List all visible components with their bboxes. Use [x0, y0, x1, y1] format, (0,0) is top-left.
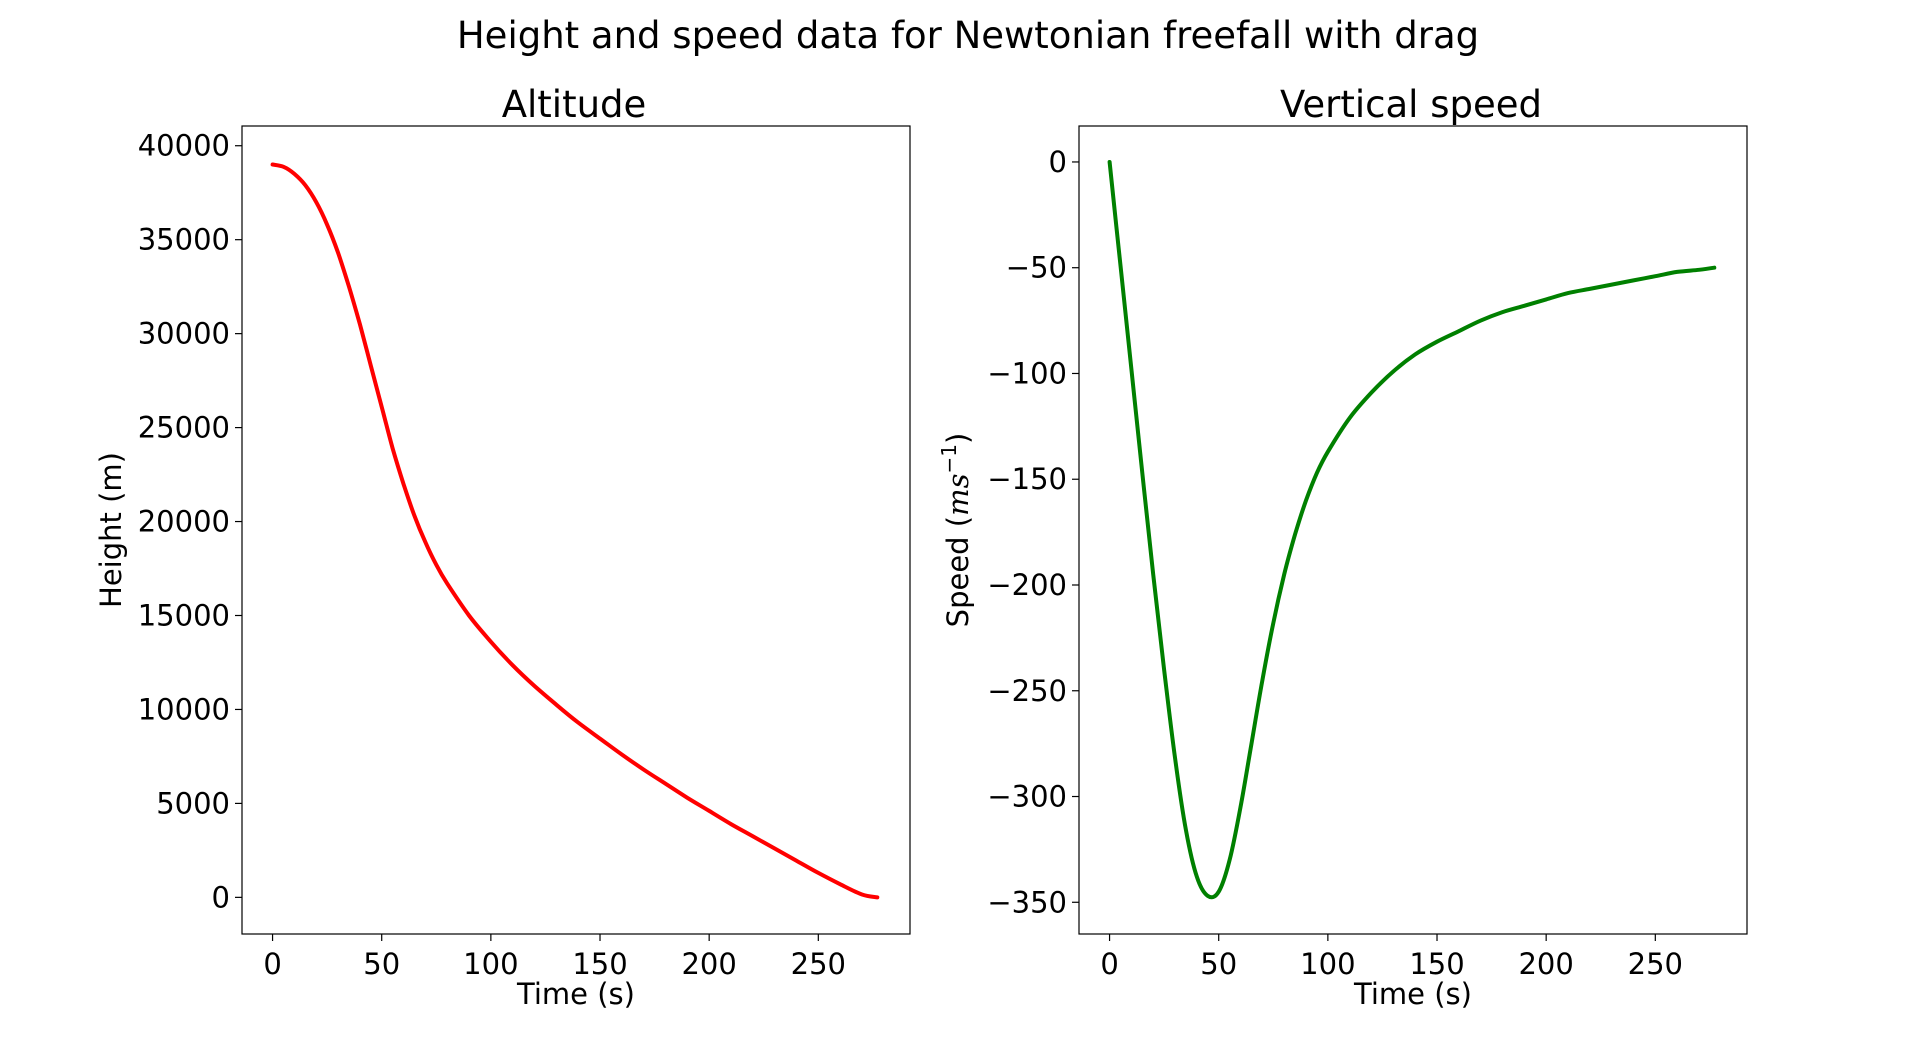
altitude-x-tick-label: 0 [263, 947, 281, 981]
vertical-speed-x-tick-label: 200 [1518, 947, 1573, 981]
altitude-y-axis-label: Height (m) [94, 452, 128, 608]
altitude-axes-frame [241, 125, 911, 935]
altitude-x-tick-label: 200 [681, 947, 736, 981]
altitude-y-ticks: 0 5000 10000 15000 20000 25000 30000 35000 40000 [138, 129, 242, 914]
vertical-speed-y-tick-label: −150 [987, 462, 1067, 496]
altitude-y-tick-label: 10000 [138, 692, 230, 726]
altitude-y-tick-label: 0 [212, 880, 230, 914]
altitude-x-tick-label: 150 [572, 947, 627, 981]
vertical-speed-x-axis-label: Time (s) [1353, 977, 1472, 1011]
altitude-axes: Altitude 0 50 100 150 200 250 0 5000 10000 15000… [94, 83, 911, 1011]
vertical-speed-y-axis-label: Speed (ms−1) [937, 433, 975, 628]
vertical-speed-plot-area [1107, 160, 1717, 900]
vertical-speed-y-tick-label: −50 [1006, 251, 1067, 285]
altitude-series-line [270, 162, 880, 900]
vertical-speed-y-tick-label: −250 [987, 674, 1067, 708]
altitude-x-ticks: 0 50 100 150 200 250 [263, 934, 846, 981]
vertical-speed-title: Vertical speed [1280, 83, 1542, 126]
altitude-y-tick-label: 25000 [138, 411, 230, 445]
vertical-speed-y-label-exponent: −1 [937, 444, 961, 473]
vertical-speed-series-line [1107, 160, 1717, 900]
vertical-speed-axes: Vertical speed 0 50 100 150 200 250 0 −50 −100 −… [937, 83, 1748, 1011]
altitude-y-tick-label: 30000 [138, 317, 230, 351]
altitude-x-tick-label: 50 [363, 947, 400, 981]
vertical-speed-y-tick-label: −100 [987, 356, 1067, 390]
vertical-speed-y-ticks: 0 −50 −100 −150 −200 −250 −300 −350 [987, 145, 1079, 919]
vertical-speed-y-label-suffix: ) [941, 433, 975, 444]
vertical-speed-x-tick-label: 100 [1300, 947, 1355, 981]
vertical-speed-x-tick-label: 150 [1409, 947, 1464, 981]
vertical-speed-y-tick-label: 0 [1049, 145, 1067, 179]
altitude-title: Altitude [502, 83, 647, 126]
vertical-speed-y-label-prefix: Speed ( [941, 516, 975, 627]
vertical-speed-y-label-unit: ms [941, 473, 975, 515]
altitude-plot-area [270, 162, 880, 900]
altitude-y-tick-label: 35000 [138, 223, 230, 257]
vertical-speed-y-tick-label: −200 [987, 568, 1067, 602]
vertical-speed-y-tick-label: −350 [987, 885, 1067, 919]
vertical-speed-x-ticks: 0 50 100 150 200 250 [1100, 934, 1683, 981]
altitude-y-tick-label: 5000 [156, 786, 230, 820]
vertical-speed-y-tick-label: −300 [987, 780, 1067, 814]
altitude-y-tick-label: 40000 [138, 129, 230, 163]
vertical-speed-x-tick-label: 50 [1200, 947, 1237, 981]
altitude-y-tick-label: 15000 [138, 598, 230, 632]
altitude-y-tick-label: 20000 [138, 505, 230, 539]
altitude-x-tick-label: 100 [463, 947, 518, 981]
altitude-x-tick-label: 250 [791, 947, 846, 981]
altitude-x-axis-label: Time (s) [516, 977, 635, 1011]
figure-suptitle: Height and speed data for Newtonian free… [457, 14, 1479, 57]
vertical-speed-x-tick-label: 0 [1100, 947, 1118, 981]
vertical-speed-axes-frame [1078, 125, 1748, 935]
vertical-speed-x-tick-label: 250 [1628, 947, 1683, 981]
